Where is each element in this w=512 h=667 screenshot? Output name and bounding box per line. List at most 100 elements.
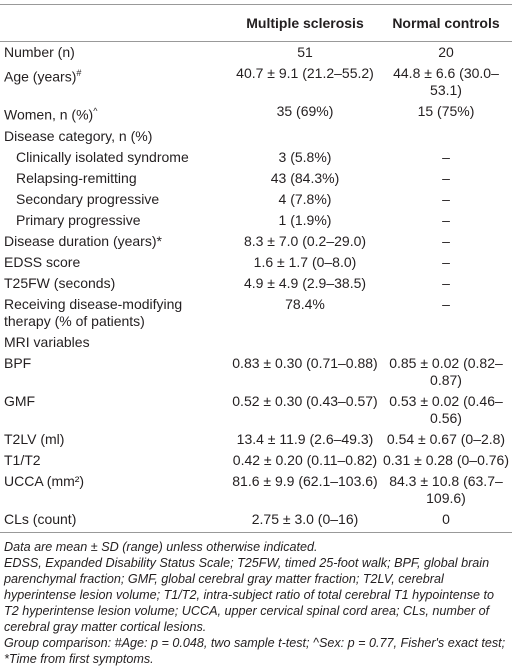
value-cell: 0.52 ± 0.30 (0.43–0.57) [232, 392, 378, 409]
row-label: EDSS score [0, 252, 230, 273]
value-cell: 8.3 ± 7.0 (0.2–29.0) [243, 232, 367, 249]
table-row: Relapsing-remitting 43 (84.3%) – [0, 168, 512, 189]
label-text: Clinically isolated syndrome [16, 148, 189, 165]
row-label: BPF [0, 353, 230, 391]
value-cell: 0.31 ± 0.28 (0–0.76) [383, 451, 509, 468]
footnotes: Data are mean ± SD (range) unless otherw… [0, 533, 512, 667]
value-cell [230, 126, 380, 147]
row-label: Secondary progressive [0, 189, 230, 210]
label-text: T1/T2 [4, 451, 41, 468]
page: Multiple sclerosis Normal controls Numbe… [0, 4, 512, 666]
table-row: Women, n (%)^ 35 (69%) 15 (75%) [0, 101, 512, 126]
value-cell: 81.6 ± 9.9 (62.1–103.6) [232, 472, 378, 489]
value-cell: – [442, 148, 450, 165]
header-cell: Normal controls [380, 4, 512, 42]
table-row: EDSS score 1.6 ± 1.7 (0–8.0) – [0, 252, 512, 273]
value-cell: 20 [438, 44, 454, 60]
table-row: Disease category, n (%) [0, 126, 512, 147]
row-label: Relapsing-remitting [0, 168, 230, 189]
row-label: UCCA (mm²) [0, 471, 230, 509]
row-label: T2LV (ml) [0, 429, 230, 450]
value-cell: 43 (84.3%) [270, 169, 340, 186]
value-cell: 3 (5.8%) [278, 148, 332, 165]
value-cell: – [442, 169, 450, 186]
header-cell: Multiple sclerosis [230, 4, 380, 42]
table-row: CLs (count) 2.75 ± 3.0 (0–16) 0 [0, 508, 512, 533]
row-label: T25FW (seconds) [0, 273, 230, 294]
row-label: T1/T2 [0, 450, 230, 471]
footnote: EDSS, Expanded Disability Status Scale; … [4, 555, 495, 634]
row-label: Clinically isolated syndrome [0, 147, 230, 168]
row-label: Number (n) [0, 42, 230, 64]
value-cell: 35 (69%) [276, 103, 334, 119]
label-text: Primary progressive [16, 211, 141, 228]
table-row: MRI variables [0, 332, 512, 353]
data-table: Multiple sclerosis Normal controls Numbe… [0, 4, 512, 533]
value-cell: – [442, 295, 450, 312]
value-cell: 51 [297, 44, 313, 60]
value-cell: 2.75 ± 3.0 (0–16) [230, 508, 380, 533]
table-row: T2LV (ml) 13.4 ± 11.9 (2.6–49.3) 0.54 ± 0.… [0, 429, 512, 450]
label-text: Relapsing-remitting [16, 169, 137, 186]
value-cell: – [442, 232, 450, 249]
value-cell: 84.3 ± 10.8 (63.7–109.6) [389, 472, 503, 506]
value-cell: 15 (75%) [417, 103, 475, 119]
row-label: Age (years)# [0, 63, 230, 101]
table-row: Receiving disease-modifying therapy (% o… [0, 294, 512, 332]
label-text: Disease duration (years)* [4, 232, 162, 249]
value-cell: 4.9 ± 4.9 (2.9–38.5) [243, 274, 367, 291]
header-row: Multiple sclerosis Normal controls [0, 4, 512, 42]
value-cell: 78.4% [285, 295, 325, 312]
row-label: Disease duration (years)* [0, 231, 230, 252]
value-cell: 4 (7.8%) [278, 190, 332, 207]
table-row: Disease duration (years)* 8.3 ± 7.0 (0.2–… [0, 231, 512, 252]
label-text: Age (years) [4, 68, 77, 85]
label-text: Disease category, n (%) [4, 127, 153, 144]
table-row: T25FW (seconds) 4.9 ± 4.9 (2.9–38.5) – [0, 273, 512, 294]
header-cell [0, 4, 230, 42]
value-cell: 13.4 ± 11.9 (2.6–49.3) [236, 430, 374, 447]
label-text: GMF [4, 392, 36, 409]
row-label: CLs (count) [0, 508, 230, 533]
label-text: MRI variables [4, 333, 90, 350]
table-row: UCCA (mm²) 81.6 ± 9.9 (62.1–103.6) 84.3 ± … [0, 471, 512, 509]
value-cell [380, 332, 512, 353]
value-cell: – [442, 211, 450, 228]
row-label: MRI variables [0, 332, 230, 353]
label-text: UCCA (mm²) [4, 472, 85, 489]
label-text: Number (n) [4, 44, 75, 60]
table-row: Primary progressive 1 (1.9%) – [0, 210, 512, 231]
value-cell: – [442, 253, 450, 270]
value-cell: 0.85 ± 0.02 (0.82–0.87) [389, 354, 503, 388]
value-cell: 44.8 ± 6.6 (30.0–53.1) [393, 65, 499, 98]
label-text: T25FW (seconds) [4, 274, 116, 291]
value-cell: – [442, 190, 450, 207]
row-label: GMF [0, 391, 230, 429]
value-cell [380, 126, 512, 147]
table-row: Number (n) 51 20 [0, 42, 512, 64]
label-text: T2LV (ml) [4, 430, 65, 447]
value-cell: 0.83 ± 0.30 (0.71–0.88) [232, 354, 378, 371]
value-cell [230, 332, 380, 353]
label-superscript: # [76, 68, 82, 78]
label-superscript: ^ [93, 106, 98, 116]
label-text: Women, n (%) [4, 106, 94, 123]
value-cell: 40.7 ± 9.1 (21.2–55.2) [236, 65, 374, 81]
value-cell: 0 [380, 508, 512, 533]
value-cell: 0.53 ± 0.02 (0.46–0.56) [389, 392, 503, 426]
table-row: Clinically isolated syndrome 3 (5.8%) – [0, 147, 512, 168]
table-row: BPF 0.83 ± 0.30 (0.71–0.88) 0.85 ± 0.02 (0… [0, 353, 512, 391]
value-cell: 0.54 ± 0.67 (0–2.8) [386, 430, 506, 447]
label-text: Receiving disease-modifying therapy (% o… [4, 295, 183, 329]
value-cell: – [442, 274, 450, 291]
table-row: Secondary progressive 4 (7.8%) – [0, 189, 512, 210]
value-cell: 1.6 ± 1.7 (0–8.0) [253, 253, 357, 270]
table-body: Number (n) 51 20 Age (years)# 40.7 ± 9.1 (21… [0, 42, 512, 533]
label-text: Secondary progressive [16, 190, 160, 207]
table-row: GMF 0.52 ± 0.30 (0.43–0.57) 0.53 ± 0.02 (0… [0, 391, 512, 429]
footnote: Data are mean ± SD (range) unless otherw… [4, 539, 318, 554]
table-row: T1/T2 0.42 ± 0.20 (0.11–0.82) 0.31 ± 0.28 … [0, 450, 512, 471]
row-label: Disease category, n (%) [0, 126, 230, 147]
row-label: Primary progressive [0, 210, 230, 231]
row-label: Women, n (%)^ [0, 101, 230, 126]
